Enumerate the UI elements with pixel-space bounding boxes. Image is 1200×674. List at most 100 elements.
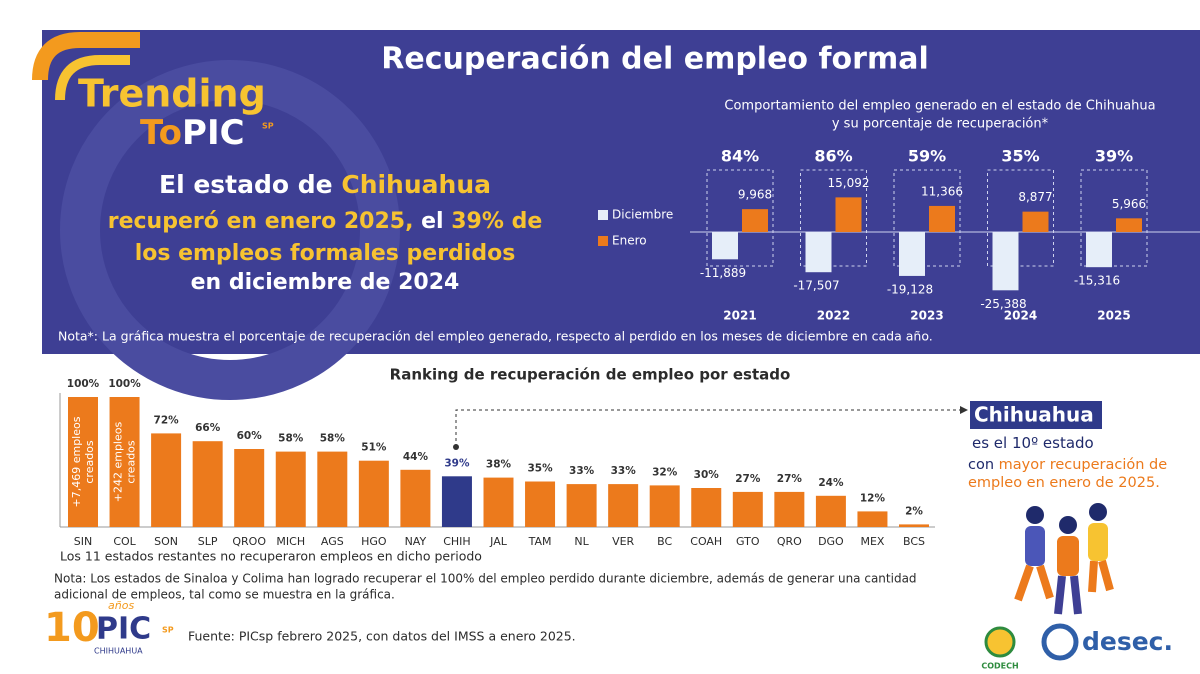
x-tick-label: JAL [489,535,508,548]
group-frame [893,169,961,267]
x-tick-label: NAY [405,535,427,548]
x-tick-label: VER [612,535,634,548]
legend-label: Enero [612,234,647,248]
logo-sup: SP [262,122,274,131]
bar [732,491,763,527]
x-tick-label: QROO [232,535,266,548]
x-tick-label: GTO [736,535,760,548]
value-label: -15,316 [1074,274,1120,288]
logo-text: To [140,113,182,153]
callout-box [970,401,1102,429]
note: adicional de empleos, tal como se muestr… [54,588,395,602]
value-label: 24% [818,477,844,489]
footer-logo-years: años [108,599,134,612]
bar [691,488,722,527]
bar [525,481,556,527]
recovery-label: 59% [908,147,946,166]
bar [234,449,265,527]
source: Fuente: PICsp febrero 2025, con datos de… [188,629,576,644]
text-segment: en diciembre de 2024 [191,270,460,295]
text-segment: 39% de [451,209,542,234]
text-line: los empleos formales perdidos [135,241,516,266]
recovery-label: 86% [814,147,852,166]
note: Nota: Los estados de Sinaloa y Colima ha… [54,572,917,586]
legend-swatch [598,236,608,246]
footer-logo-number: 10 [44,605,100,651]
bar [400,469,431,527]
value-label: 58% [278,433,304,445]
watermark [60,60,400,400]
bar [805,232,832,273]
bar [275,451,306,527]
annotation-line: creados [83,440,96,484]
x-tick-label: 2023 [910,309,943,323]
bar [774,491,805,527]
bar [1086,232,1112,268]
bar [151,433,182,527]
x-tick-label: 2022 [817,309,850,323]
x-tick-label: CHIH [443,535,470,548]
text-line: en diciembre de 2024 [191,270,460,295]
logo-arrow [55,55,130,101]
group-frame [1080,169,1148,267]
legend-swatch [598,210,608,220]
logo-text: ToPIC [140,113,245,153]
value-label: 2% [905,505,923,517]
text-line: recuperó en enero 2025, el 39% de [108,209,543,234]
bar [857,511,888,527]
x-tick-label: MEX [860,535,884,548]
people-illustration [1014,503,1114,615]
value-label: 100% [67,378,100,390]
value-label: 15,092 [828,176,870,190]
value-label: 33% [569,465,595,477]
value-label: 44% [403,451,429,463]
bar-annotation: +242 empleoscreados [112,422,138,503]
annotation-line: +7,469 empleos [70,416,83,507]
bar [1022,211,1049,233]
text-segment: empleo en enero de 2025. [968,475,1160,491]
text-line: con mayor recuperación de [968,457,1167,473]
group-frame [800,169,867,267]
x-tick-label: SIN [74,535,92,548]
pointer-dot [453,444,459,450]
chart-subtitle: Comportamiento del empleo generado en el… [724,99,1155,114]
bar [1116,218,1142,233]
annotation-line: creados [125,440,138,484]
recovery-label: 39% [1095,147,1133,166]
text-segment: es el [972,434,1012,452]
logo-arrow [32,32,140,81]
bar [929,205,955,233]
bar-annotation: +7,469 empleoscreados [70,416,96,507]
x-tick-label: HGO [361,535,387,548]
x-tick-label: AGS [321,535,344,548]
value-label: 38% [486,459,512,471]
value-label: 12% [860,492,886,504]
x-tick-label: 2025 [1097,309,1130,323]
value-label: 27% [735,473,761,485]
value-label: 58% [320,433,346,445]
value-label: 30% [694,469,720,481]
bar [109,397,140,527]
bar [68,397,98,527]
recovery-label: 84% [721,147,759,166]
bar [649,485,680,527]
x-tick-label: BC [657,535,672,548]
x-tick-label: SON [154,535,178,548]
text-segment: El estado de [159,170,341,199]
pointer-head [960,406,968,414]
bar [899,232,925,276]
value-label: 72% [154,414,180,426]
value-label: 8,877 [1018,190,1052,204]
chart-subtitle: y su porcentaje de recuperación* [832,117,1049,132]
text-segment: recuperó en enero 2025, [108,209,421,234]
value-label: -25,388 [980,297,1026,311]
bar [608,484,639,527]
group-frame [987,169,1054,267]
value-label: 60% [237,430,263,442]
annotation-line: +242 empleos [112,422,125,503]
x-tick-label: BCS [903,535,925,548]
x-tick-label: DGO [818,535,844,548]
text-segment: estado [1038,434,1094,452]
desec-emblem [1041,623,1079,661]
